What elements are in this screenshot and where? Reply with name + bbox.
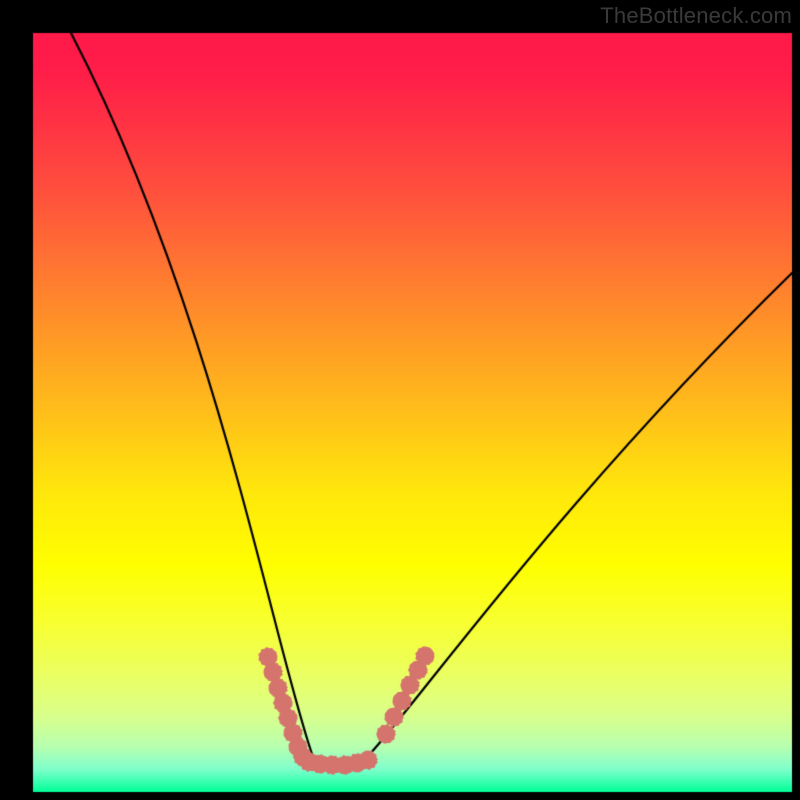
bottleneck-chart	[0, 0, 800, 800]
watermark-text: TheBottleneck.com	[600, 3, 792, 29]
